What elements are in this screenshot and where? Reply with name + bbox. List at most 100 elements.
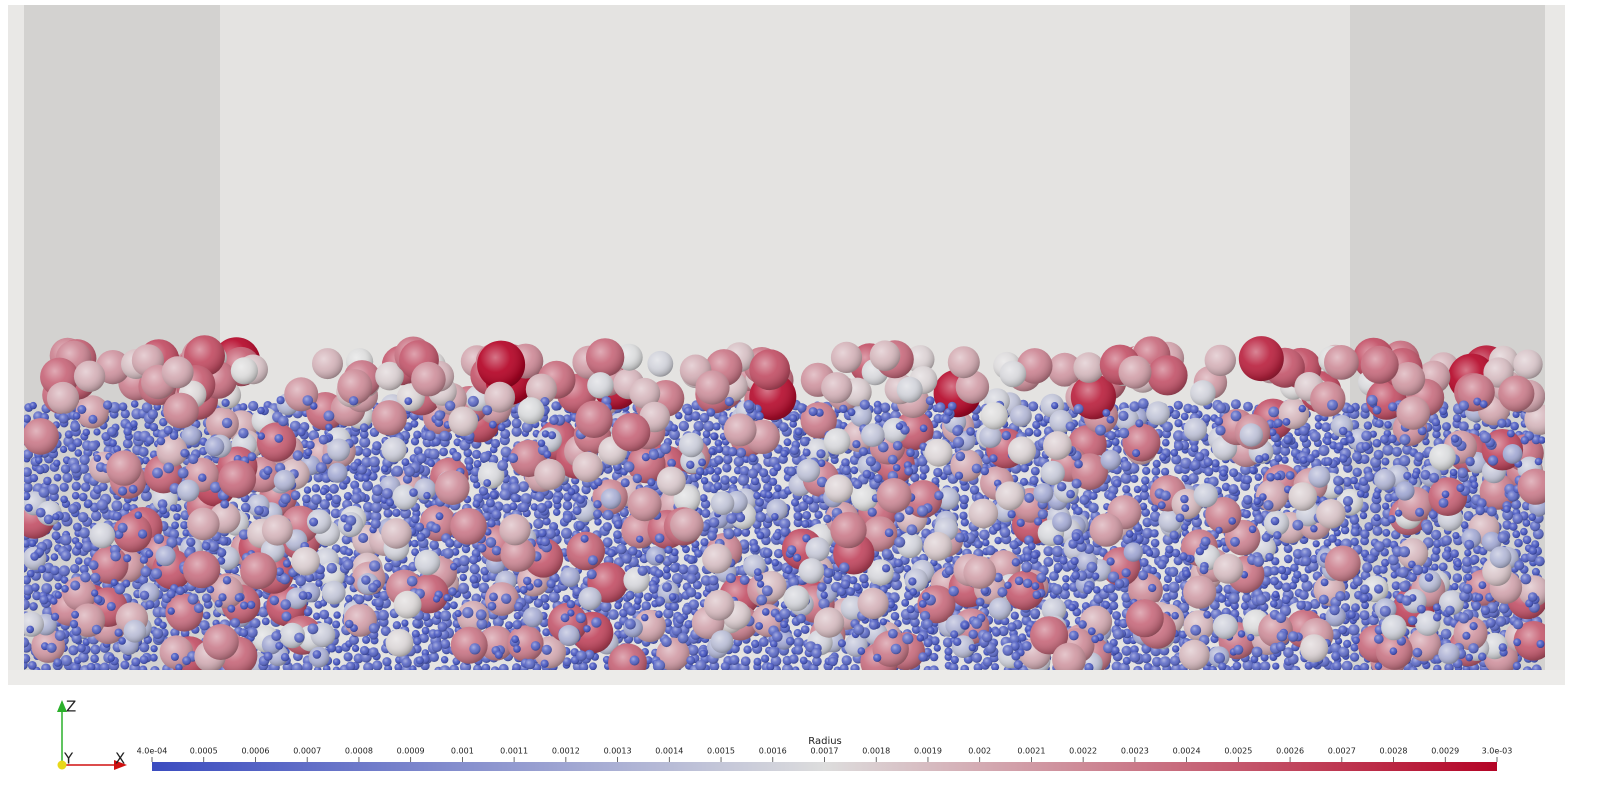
particle-shade — [833, 666, 842, 670]
particle-shade — [960, 664, 969, 670]
particle-shade — [890, 611, 900, 621]
particle-shade — [450, 601, 458, 610]
particle-shade — [670, 602, 679, 612]
particle-shade — [352, 644, 360, 653]
particle-shade — [1514, 538, 1523, 548]
particle-shade — [1051, 545, 1064, 558]
particle-shade — [150, 645, 158, 653]
particle-shade — [138, 665, 148, 670]
particle-shade — [498, 663, 509, 670]
particle-shade — [1043, 556, 1054, 567]
particle-shade — [392, 621, 402, 630]
particle-shade — [799, 656, 808, 665]
particle-shade — [50, 565, 60, 576]
particle-shade — [1348, 624, 1360, 636]
particle-shade — [378, 609, 389, 621]
particle-shade — [261, 617, 270, 626]
particle-shade — [671, 573, 683, 584]
particle-shade — [643, 592, 653, 602]
particles — [24, 335, 1545, 670]
particle-shade — [1272, 662, 1280, 670]
particle-shade — [771, 558, 779, 567]
particle-shade — [700, 538, 709, 547]
particle-shade — [1062, 582, 1070, 591]
particle-shade — [343, 652, 353, 662]
particle-shade — [1172, 645, 1180, 653]
particle-shade — [440, 610, 452, 622]
particle-shade — [982, 538, 990, 547]
particle-shade — [1433, 664, 1442, 670]
particle-shade — [770, 655, 782, 667]
particle-shade — [458, 555, 470, 567]
particle-shade — [1269, 576, 1279, 586]
particle-shade — [1109, 601, 1119, 611]
particle-shade — [950, 655, 959, 664]
particle-shade — [1150, 538, 1160, 548]
particle-shade — [1179, 630, 1187, 639]
particle-shade — [394, 663, 403, 670]
particle-shade — [1440, 628, 1452, 640]
particle-shade — [859, 573, 869, 584]
particle-shade — [740, 656, 751, 666]
particle-shade — [82, 638, 90, 646]
particle-shade — [1522, 535, 1532, 545]
particle-shade — [1209, 665, 1217, 670]
particle-shade — [761, 654, 770, 663]
particle-shade — [429, 540, 440, 550]
particle-shade — [1062, 575, 1070, 583]
particle-shade — [1149, 566, 1158, 575]
particle-shade — [533, 518, 544, 529]
particle-shade — [684, 620, 693, 629]
particle-shade — [608, 609, 619, 620]
particle-shade — [1010, 611, 1019, 620]
particle-shade — [481, 663, 491, 670]
particle-shade — [1108, 592, 1118, 602]
particle-shade — [1431, 563, 1439, 571]
particle-shade — [1353, 664, 1362, 670]
particle-shade — [1152, 656, 1162, 667]
particle-shade — [313, 612, 321, 620]
particle-shade — [1520, 527, 1528, 536]
particle-shade — [24, 637, 30, 648]
particle-shade — [51, 531, 61, 541]
particle-shade — [1464, 549, 1472, 557]
particle-shade — [1139, 558, 1149, 567]
particle-shade — [1283, 647, 1294, 658]
particle-shade — [1408, 666, 1418, 670]
particle-shade — [363, 662, 374, 670]
particle-shade — [170, 628, 180, 638]
particle-shade — [930, 636, 940, 646]
particle-shade — [1121, 645, 1132, 656]
particle-shade — [979, 529, 990, 541]
particle-shade — [641, 601, 651, 611]
particle-shade — [1391, 581, 1401, 590]
particle-shade — [90, 654, 99, 663]
particle-shade — [149, 653, 158, 662]
particle-shade — [1141, 653, 1152, 664]
particle-shade — [332, 666, 341, 670]
particle-shade — [202, 593, 212, 603]
particle-shade — [469, 563, 480, 575]
particle-shade — [1451, 582, 1459, 591]
particle-shade — [663, 565, 671, 574]
particle-shade — [335, 645, 343, 654]
particle-shade — [70, 564, 80, 574]
particle-shade — [349, 635, 359, 645]
particle-shade — [505, 621, 513, 630]
particle-shade — [1178, 602, 1190, 613]
particle-shade — [90, 644, 101, 655]
particle-shade — [429, 652, 439, 662]
particle-shade — [1230, 601, 1239, 610]
particle-shade — [944, 647, 953, 656]
particle-shade — [548, 591, 560, 603]
particle-shade — [382, 657, 392, 667]
particle-shade — [433, 611, 442, 619]
particle-shade — [73, 522, 82, 532]
particle-shade — [812, 656, 822, 667]
particle-shade — [68, 645, 79, 656]
particle-shade — [1159, 656, 1171, 668]
particle-shade — [409, 665, 417, 670]
particle-shade — [1444, 663, 1454, 670]
particle-shade — [678, 564, 689, 575]
particle-shade — [1452, 573, 1463, 583]
